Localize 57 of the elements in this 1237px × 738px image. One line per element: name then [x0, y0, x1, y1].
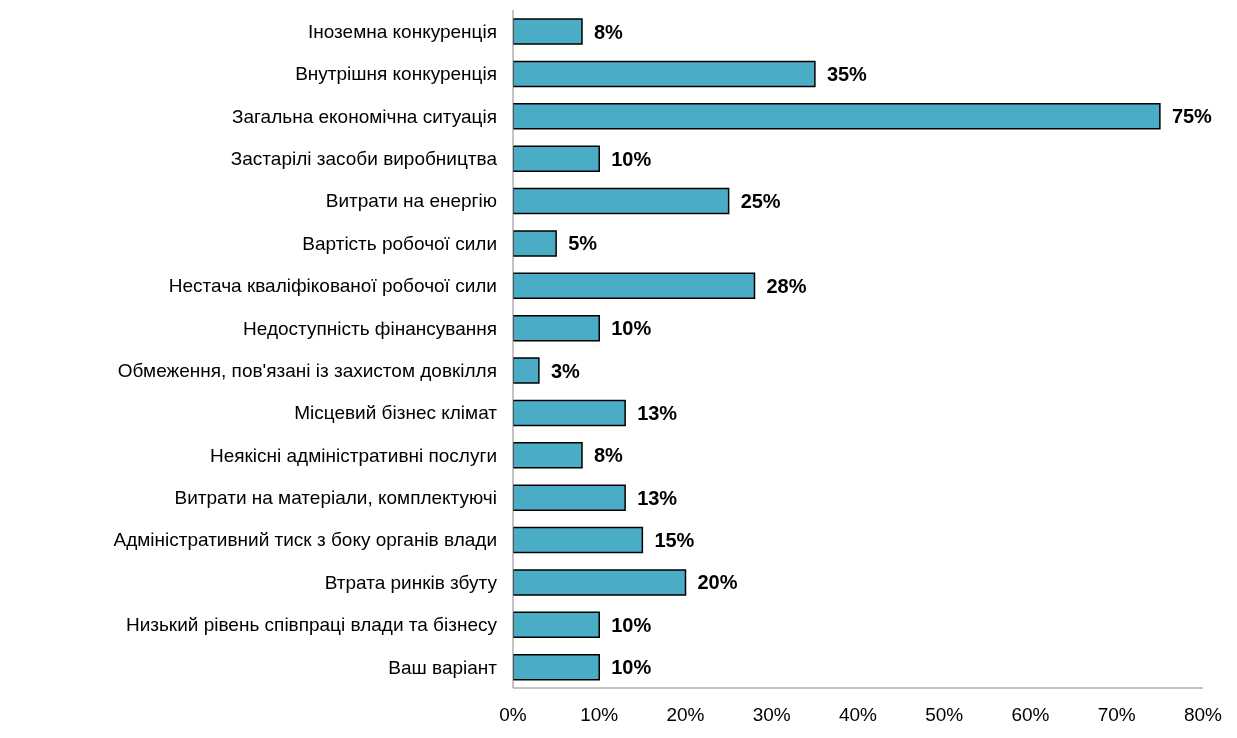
x-tick-label: 80% [1183, 704, 1223, 726]
x-tick-label: 30% [752, 704, 791, 726]
data-label: 5% [568, 232, 598, 255]
data-label: 10% [611, 317, 652, 340]
data-label: 10% [611, 147, 652, 170]
y-tick-label: Внутрішня конкуренція [295, 63, 497, 85]
data-label: 75% [1171, 105, 1213, 128]
y-tick-label: Неякісні адміністративні послуги [209, 444, 497, 466]
data-label: 10% [611, 613, 652, 636]
y-tick-label: Адміністративний тиск з боку органів влади [113, 529, 497, 551]
bar [513, 145, 600, 172]
y-tick-label: Витрати на енергію [325, 190, 497, 212]
y-tick-label: Витрати на матеріали, комплектуючі [174, 487, 497, 509]
data-label: 8% [594, 20, 624, 43]
data-label: 3% [550, 359, 580, 382]
bar [513, 187, 730, 215]
y-tick-label: Низький рівень співпраці влади та бізнесу [125, 614, 498, 636]
bar [513, 60, 816, 88]
data-label: 13% [637, 486, 678, 509]
y-tick-label: Недоступність фінансування [243, 317, 497, 339]
bar [513, 611, 600, 638]
y-tick-label: Обмеження, пов'язані із захистом довкілля [117, 359, 497, 381]
y-tick-label: Втрата ринків збуту [324, 571, 498, 593]
y-tick-label: Нестача кваліфікованої робочої сили [168, 275, 497, 297]
bar [513, 357, 540, 384]
data-label: 35% [826, 62, 868, 85]
x-tick-label: 60% [1011, 704, 1050, 726]
y-tick-label: Застарілі засоби виробництва [230, 148, 498, 170]
bar [513, 314, 600, 342]
bar [513, 484, 626, 511]
bar [513, 103, 1161, 130]
bar [513, 18, 583, 45]
data-label: 28% [766, 274, 807, 297]
x-tick-label: 20% [666, 704, 705, 726]
y-tick-label: Ваш варіант [388, 656, 498, 678]
y-tick-label: Іноземна конкуренція [307, 20, 497, 42]
bar [513, 399, 626, 427]
y-tick-label: Вартість робочої сили [302, 232, 497, 254]
data-label: 10% [611, 656, 652, 679]
data-label: 8% [594, 444, 624, 467]
x-tick-label: 70% [1097, 704, 1136, 726]
bar [513, 526, 644, 554]
data-label: 25% [740, 190, 781, 213]
bar [513, 442, 583, 469]
bar [513, 569, 687, 596]
bar [513, 230, 557, 257]
y-tick-label: Загальна економічна ситуація [232, 105, 497, 127]
y-tick-label: Місцевий бізнес клімат [294, 402, 498, 424]
bar [513, 653, 600, 681]
x-tick-label: 40% [838, 704, 878, 726]
bar [513, 272, 756, 299]
data-label: 13% [637, 401, 678, 424]
x-tick-label: 50% [925, 704, 964, 726]
data-label: 20% [697, 571, 738, 594]
x-tick-label: 10% [580, 704, 619, 726]
data-label: 15% [654, 529, 695, 552]
x-tick-label: 0% [499, 704, 527, 726]
